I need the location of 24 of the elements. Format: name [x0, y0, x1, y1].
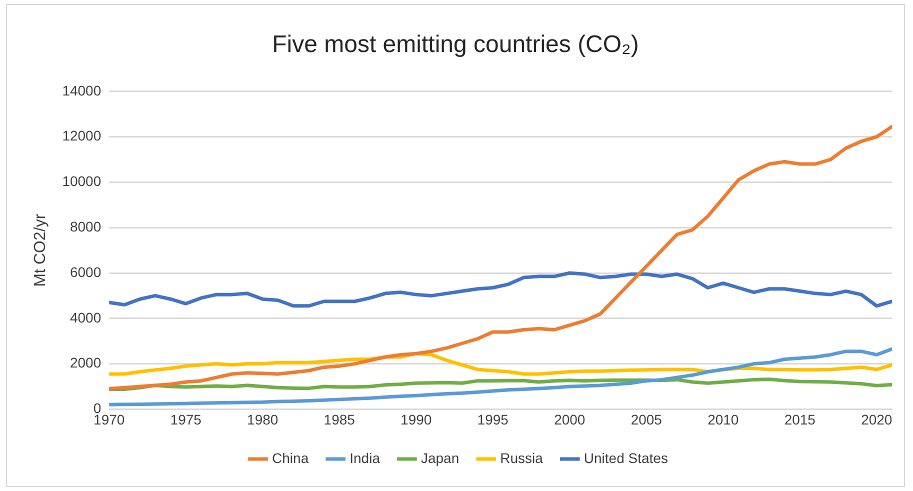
- legend-label: China: [272, 450, 309, 466]
- x-tick-label: 1995: [477, 411, 509, 428]
- x-tick-label: 1990: [400, 411, 432, 428]
- y-tick-label: 8000: [70, 218, 102, 234]
- x-tick-label: 2005: [630, 411, 662, 428]
- y-tick-label: 6000: [70, 264, 102, 280]
- y-tick-label: 4000: [70, 309, 102, 326]
- y-tick-label: 14000: [62, 82, 102, 98]
- x-tick-label: 1985: [324, 411, 356, 428]
- x-tick-label: 1975: [170, 411, 202, 428]
- x-tick-label: 2000: [554, 411, 586, 428]
- x-tick-label: 2010: [708, 411, 739, 428]
- chart-title: Five most emitting countries (CO₂): [271, 31, 640, 59]
- legend-label: Russia: [500, 450, 544, 466]
- x-tick-label: 1980: [247, 411, 278, 428]
- y-axis-title: Mt CO2/yr: [32, 213, 50, 287]
- y-tick-label: 10000: [62, 173, 102, 190]
- legend-label: United States: [584, 450, 668, 466]
- x-tick-label: 2020: [861, 411, 892, 428]
- y-tick-label: 2000: [70, 354, 102, 371]
- legend-label: India: [350, 450, 380, 466]
- x-tick-label: 2015: [784, 411, 816, 428]
- legend-label: Japan: [420, 450, 460, 466]
- y-tick-label: 12000: [62, 128, 102, 144]
